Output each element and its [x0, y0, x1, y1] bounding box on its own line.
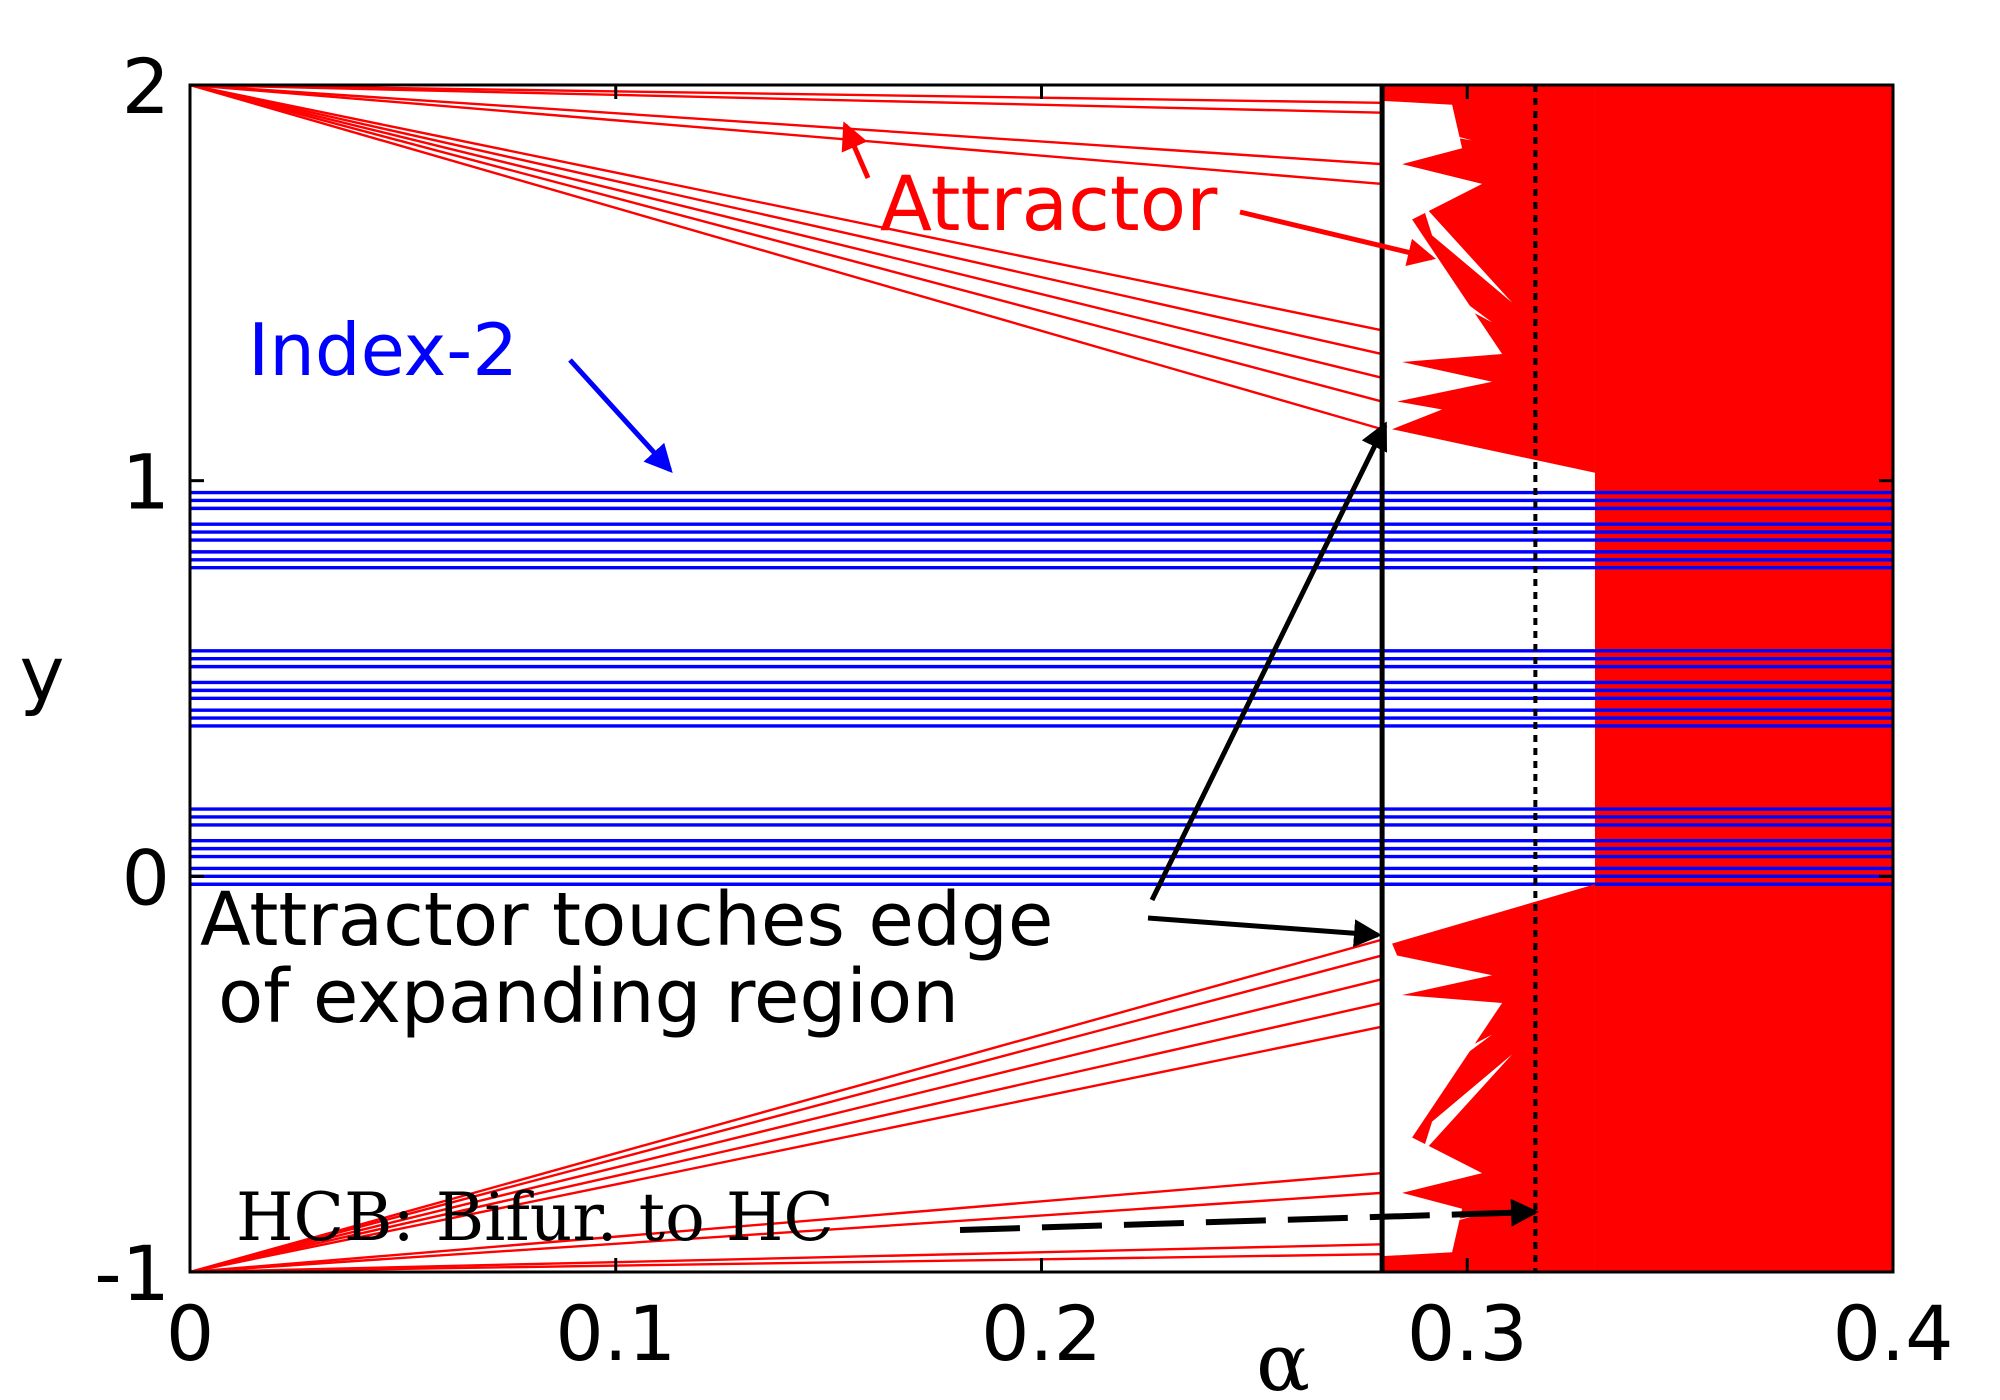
attractor-branch — [190, 1243, 1383, 1272]
chaotic-sliver — [1412, 1034, 1493, 1094]
x-axis-ticks: 0 0.1 0.2 0.3 0.4 — [166, 85, 1954, 1378]
plot-area — [190, 85, 1893, 1272]
attractor-branch — [190, 85, 1383, 403]
attractor-branch — [190, 1001, 1383, 1272]
hcb-annotation: HCB: Bifur. to HC — [236, 1179, 834, 1256]
attractor-branch — [190, 85, 1383, 114]
x-tick-label: 0.2 — [981, 1289, 1102, 1378]
attractor-branch — [190, 85, 1383, 332]
chaotic-sliver — [1412, 263, 1493, 323]
chaotic-sliver — [1422, 1054, 1513, 1154]
y-tick-label: 2 — [122, 42, 170, 131]
hcb-arrow — [959, 1198, 1539, 1233]
touch-arrow-up — [1149, 421, 1388, 902]
touch-annotation-line-1: Attractor touches edge — [200, 877, 1053, 963]
chaotic-sliver — [1412, 1216, 1473, 1233]
attractor-branch — [190, 85, 1383, 431]
chaotic-sliver — [1422, 203, 1513, 303]
y-axis-label: y — [20, 629, 65, 718]
attractor-branch — [190, 1025, 1383, 1272]
attractor-branch — [190, 85, 1383, 105]
touch-arrow-right — [1147, 915, 1382, 948]
y-tick-label: 1 — [122, 438, 170, 527]
attractor-branch — [190, 938, 1383, 1272]
attractor-branches — [190, 85, 1383, 1272]
touch-annotation-line-2: of expanding region — [218, 954, 959, 1040]
x-tick-label: 0.3 — [1407, 1289, 1528, 1378]
index-2-arrow — [568, 358, 673, 473]
attractor-branch — [190, 85, 1383, 379]
attractor-branch — [190, 1171, 1383, 1272]
chaotic-dense-region — [1594, 85, 1893, 1272]
attractor-arrow-2 — [1239, 209, 1436, 267]
attractor-branch — [190, 85, 1383, 356]
attractor-branch — [190, 1191, 1383, 1272]
index-2-annotation: Index-2 — [248, 308, 518, 392]
attractor-annotation: Attractor — [880, 159, 1218, 248]
attractor-branch — [190, 978, 1383, 1272]
y-tick-label: 0 — [122, 833, 170, 922]
x-tick-label: 0.4 — [1833, 1289, 1954, 1378]
attractor-branch — [190, 1252, 1383, 1272]
x-tick-label: 0.1 — [555, 1289, 676, 1378]
attractor-branch — [190, 85, 1383, 186]
attractor-arrow-1 — [841, 121, 871, 179]
chaotic-region — [1382, 85, 1893, 1272]
x-axis-label: α — [1256, 1316, 1310, 1400]
attractor-branch — [190, 954, 1383, 1272]
x-tick-label: 0 — [166, 1289, 214, 1378]
y-tick-label: -1 — [94, 1229, 170, 1318]
attractor-branch — [190, 85, 1383, 166]
y-axis-ticks: -1 0 1 2 — [94, 42, 1893, 1318]
chaotic-sliver — [1412, 124, 1473, 141]
